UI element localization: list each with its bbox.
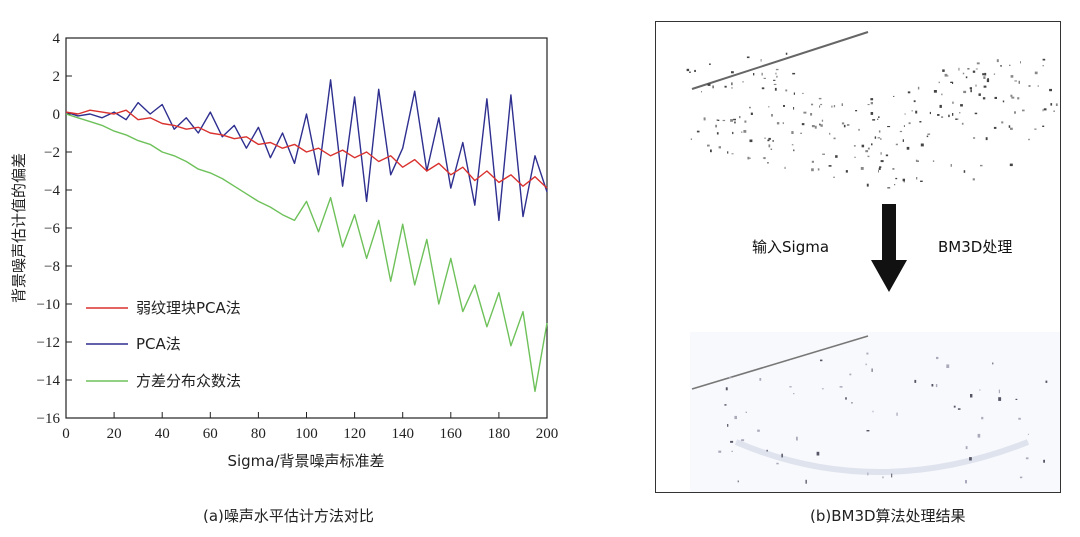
y-tick-label: −6 (44, 221, 60, 237)
y-tick-label: −12 (37, 335, 60, 351)
x-tick-label: 120 (343, 426, 366, 442)
x-tick-label: 20 (107, 426, 122, 442)
input-sigma-label: 输入Sigma (752, 238, 830, 256)
x-tick-label: 100 (295, 426, 318, 442)
y-tick-label: 2 (53, 69, 61, 85)
legend-label: 方差分布众数法 (136, 372, 241, 390)
legend-label: PCA法 (136, 335, 181, 353)
y-axis-title: 背景噪声估计值的偏差 (10, 153, 28, 303)
caption-right: (b)BM3D算法处理结果 (810, 507, 966, 525)
x-tick-label: 80 (251, 426, 266, 442)
bm3d-process-label: BM3D处理 (938, 238, 1013, 256)
caption-left: (a)噪声水平估计方法对比 (203, 507, 374, 525)
y-tick-label: −8 (44, 259, 60, 275)
y-tick-label: −16 (37, 411, 61, 427)
x-tick-label: 160 (440, 426, 463, 442)
series-line-2 (65, 113, 548, 393)
series-line-1 (65, 79, 548, 222)
x-tick-label: 200 (536, 426, 559, 442)
y-tick-label: −10 (37, 297, 60, 313)
down-arrow-icon (871, 204, 907, 292)
denoised-speckles (718, 352, 1048, 484)
y-tick-label: −4 (44, 183, 60, 199)
x-tick-label: 180 (488, 426, 511, 442)
x-tick-label: 60 (203, 426, 218, 442)
y-tick-label: −14 (37, 373, 61, 389)
input-image (686, 31, 1058, 189)
y-tick-label: 0 (53, 107, 61, 123)
plot-frame (65, 37, 548, 419)
chart-a: 0 20 40 60 80 100 120 140 160 180 200420−2−4−6−8−1… (10, 31, 559, 470)
series-layer (65, 79, 548, 393)
x-tick-label: 140 (391, 426, 414, 442)
legend-label: 弱纹理块PCA法 (136, 299, 241, 317)
y-tick-label: −2 (44, 145, 60, 161)
bm3d-result-panel: 输入Sigma BM3D处理 (655, 21, 1061, 493)
x-tick-label: 0 (62, 426, 70, 442)
x-axis-title: Sigma/背景噪声标准差 (227, 452, 384, 470)
output-image (690, 332, 1060, 492)
x-tick-label: 40 (155, 426, 170, 442)
y-tick-label: 4 (53, 31, 61, 47)
noise-speckles (686, 52, 1058, 189)
series-line-0 (65, 109, 548, 189)
axis-ticks: 0 20 40 60 80 100 120 140 160 180 200420−2−4−6−8−1… (37, 31, 559, 442)
